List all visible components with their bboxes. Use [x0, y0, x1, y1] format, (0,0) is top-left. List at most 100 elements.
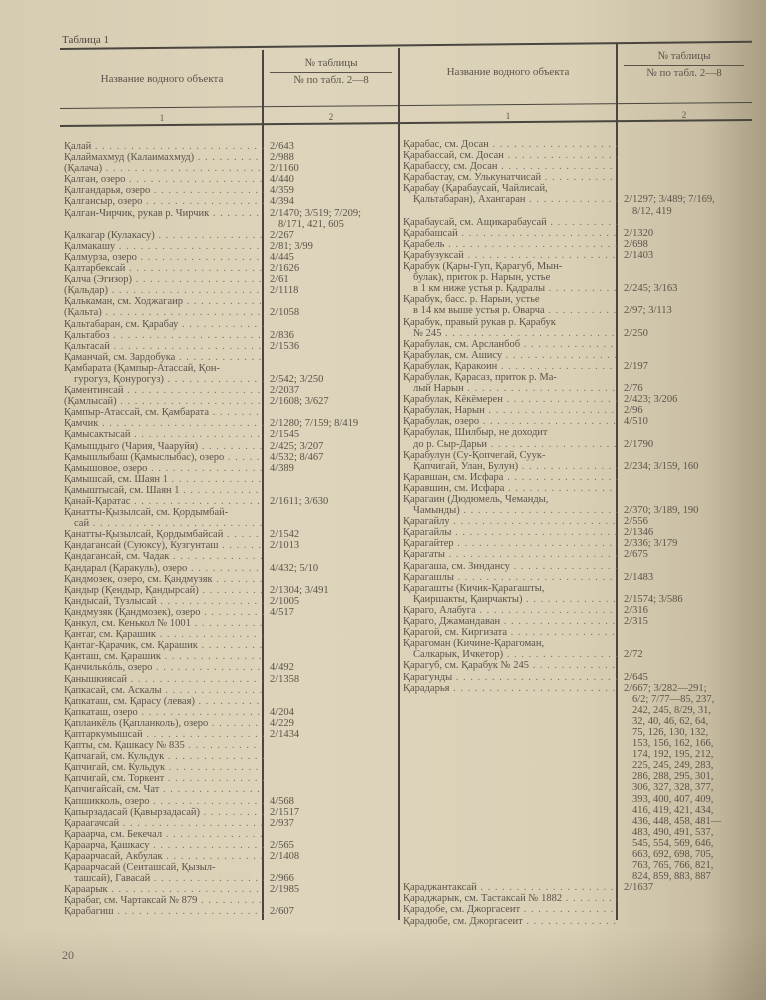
water-body-name: Қандагансай, см. Чадак [62, 551, 264, 562]
water-body-name: Қалай [62, 141, 264, 152]
name-line: Қарагунды [403, 672, 618, 683]
reference-line: 2/1574; 3/586 [624, 593, 683, 605]
spacer [624, 183, 715, 194]
table-reference: 4/389 [264, 463, 294, 474]
reference-line: 4/359 [270, 185, 294, 197]
water-body-name: Қандыр (Қендыр, Қандырсай) [62, 585, 264, 596]
table-row: Қарагайлы 2/1346 [401, 527, 751, 538]
table-row: Қальтасай 2/1536 [62, 341, 398, 352]
table-reference [264, 773, 270, 784]
spacer [270, 363, 323, 374]
name-line: Қарабук, басс. р. Нарын, устье [403, 294, 540, 306]
colnum-2-right: 2 [681, 110, 687, 120]
water-body-name: Қальтабоз [62, 330, 264, 341]
reference-line: 2/76 [624, 383, 643, 395]
water-body-name: Қамышсай, см. Шаян 1 [62, 474, 264, 485]
reference-line: 2/1403 [624, 249, 654, 261]
name-line: (Қальдар) [64, 285, 264, 296]
table-row: Қарабулак, озеро 4/510 [401, 416, 751, 427]
water-body-name: Қанчилькόль, озеро [62, 662, 264, 673]
table-reference: 2/1005 [264, 596, 299, 607]
name-line: Қарагуб, см. Қарабук № 245 [403, 660, 618, 671]
water-body-name: Қараго, Джамандаван [401, 616, 618, 627]
water-body-name: Қантаг-Қарачик, см. Қарашик [62, 640, 264, 651]
table-row: Қандысай, Тузлысай 2/1005 [62, 596, 398, 607]
spacer [624, 372, 643, 383]
table-row: Қалмакашу 2/81; 3/99 [62, 241, 398, 252]
table-row: Қарагашлы 2/1483 [401, 572, 751, 583]
water-body-name: Қантаг, см. Қарашик [62, 629, 264, 640]
table-row: Қапшикколь, озеро 4/568 [62, 796, 398, 807]
water-body-name: Қарадюбе, см. Джоргасеит [401, 916, 618, 927]
reference-line: 4/517 [270, 606, 294, 618]
table-row: Қарабель 2/698 [401, 239, 751, 250]
table-row: Қараджарык, см. Тастаксай № 1882 [401, 893, 751, 904]
name-line: Қамышсай, см. Шаян 1 [64, 474, 264, 485]
name-line: Қарадарья [403, 683, 618, 694]
table-row: Қантаг, см. Қарашик [62, 629, 398, 640]
reference-line: 2/234; 3/159, 160 [624, 460, 699, 472]
table-reference: 2/316 [618, 605, 648, 616]
reference-line: 4/532; 8/467 [270, 451, 324, 463]
table-reference: 2/667; 3/282—291; 6/2; 7/77—85, 237, 242, … [618, 683, 721, 883]
reference-line: 2/2037 [270, 385, 300, 397]
name-line: Қарабаг, см. Чартаксай № 879 [64, 895, 264, 906]
table-reference: 2/1790 [618, 427, 653, 450]
water-body-name: Қаментинсай [62, 385, 264, 396]
name-line: Қапкаташ, см. Қарасу (левая) [64, 696, 264, 707]
reference-line: 2/643 [270, 141, 294, 152]
table-reference [618, 893, 624, 904]
name-line: Қанатты-Қызылсай, см. Қордымбай- [64, 507, 229, 519]
water-body-name: Қарабук (Қары-Гуп, Қарагуб, Мын-булак), … [401, 261, 618, 294]
reference-line: 2/370; 3/189, 190 [624, 505, 699, 517]
table-reference [264, 895, 270, 906]
reference-line: 2/966 [270, 873, 294, 885]
spacer [624, 427, 653, 438]
name-line: Қапкасай, см. Аскалы [64, 685, 264, 696]
table-row: Қарабассай, см. Досан [401, 150, 751, 161]
name-line: Қалькаман, см. Ходжагаир [64, 296, 264, 307]
table-reference: 2/1611; 3/630 [264, 496, 328, 507]
water-body-name: Қаптаркумышсай [62, 729, 264, 740]
table-reference [618, 483, 624, 494]
water-body-name: Қамышдыго (Чария, Чааруйя) [62, 441, 264, 452]
water-body-name: Қараарча, Қашкасу [62, 840, 264, 851]
colnum-1-left: 1 [159, 113, 165, 123]
table-row: Қалаймахмуд (Калаимахмуд) 2/988 [62, 152, 398, 163]
water-body-name: Қараарык [62, 884, 264, 895]
table-row: Қаментинсай 2/2037 [62, 385, 398, 396]
reference-line: 2/1013 [270, 540, 300, 552]
reference-line: 663, 692, 698, 705, [632, 849, 714, 860]
name-line: в 14 км выше устья р. Оварча [403, 305, 618, 316]
name-line: Қамышлыбаш (Қамыслыбас), озеро [64, 452, 264, 463]
header-ref-top: № таблицы [657, 50, 711, 62]
water-body-name: (Қальта) [62, 307, 264, 318]
name-line: Қамчик [64, 418, 264, 429]
table-row: Қамышовое, озеро 4/389 [62, 463, 398, 474]
name-line: Қамышдыго (Чария, Чааруйя) [64, 441, 264, 452]
water-body-name: Қапкаташ, см. Қарасу (левая) [62, 696, 264, 707]
water-body-name: Қальтасай [62, 341, 264, 352]
reference-line: 4/568 [270, 795, 294, 807]
name-line: Қараарча, Қашкасу [64, 840, 264, 851]
name-line: Қапырзадасай (Қавырзадасай) [64, 807, 264, 818]
spacer [624, 450, 698, 461]
name-line: Қаиршакты, Қаирчакты) [403, 594, 618, 605]
water-body-name: Қандагансай (Суюксу), Кузгунташ [62, 540, 264, 551]
spacer [624, 494, 698, 505]
table-reference [264, 296, 270, 307]
reference-line: 824, 859, 883, 887 [632, 871, 711, 883]
table-reference: 2/1320 [618, 228, 653, 239]
table-reference: 2/97; 3/113 [618, 294, 672, 316]
table-reference: 2/234; 3/159, 160 [618, 450, 698, 472]
table-row: Қарагуб, см. Қарабук № 245 [401, 660, 751, 671]
name-line: Қанышкиясай [64, 674, 264, 685]
header-ref-left: № таблицы № по табл. 2—8 [264, 57, 398, 87]
table-reference [264, 474, 270, 485]
water-body-name: Қалаймахмуд (Калаимахмуд) [62, 152, 264, 163]
name-line: Қарабулак, Қаракоин [403, 361, 618, 372]
water-body-name: Қалкагар (Кулакасу) [62, 230, 264, 241]
spacer [624, 272, 677, 283]
name-line: Қапчигай, Улан, Булун) [403, 461, 618, 472]
reference-line: 2/675 [624, 549, 648, 561]
